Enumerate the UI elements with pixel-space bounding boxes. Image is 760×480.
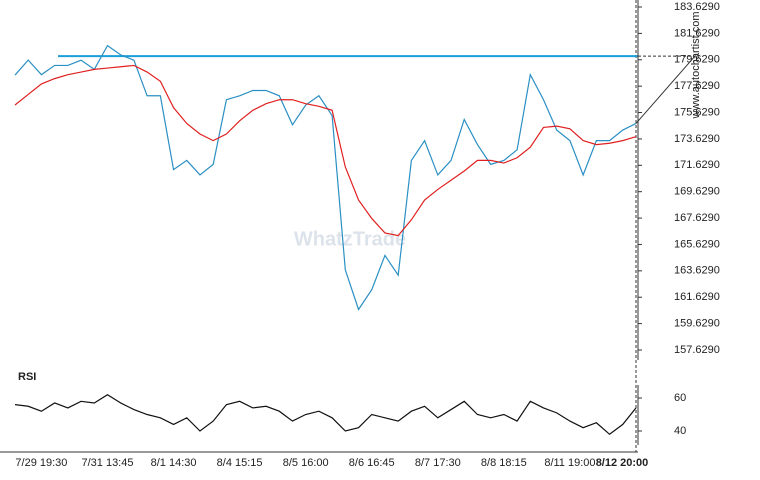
x-tick-label: 8/11 19:00: [544, 457, 595, 469]
series-line: [14, 44, 637, 311]
rsi-title: RSI: [18, 371, 36, 383]
y-tick-label: 60: [674, 392, 686, 404]
y-tick-label: 181.6290: [674, 27, 720, 39]
y-tick-label: 171.6290: [674, 159, 720, 171]
source-label: www.autochartist.com: [690, 12, 702, 120]
x-tick-label: 8/6 16:45: [349, 457, 395, 469]
y-tick-label: 157.6290: [674, 344, 720, 356]
y-tick-label: 183.6290: [674, 1, 720, 13]
x-tick-label: 8/5 16:00: [283, 457, 329, 469]
y-tick-label: 173.6290: [674, 133, 720, 145]
series-line: [14, 394, 637, 436]
x-tick-label: 7/29 19:30: [15, 457, 67, 469]
watermark: WhatzTrade: [294, 228, 406, 250]
x-tick-label: 8/8 18:15: [481, 457, 527, 469]
y-tick-label: 169.6290: [674, 186, 720, 198]
y-tick-label: 179.6290: [674, 54, 720, 66]
y-tick-label: 161.6290: [674, 291, 720, 303]
y-tick-label: 175.6290: [674, 106, 720, 118]
x-tick-label: 8/7 17:30: [415, 457, 461, 469]
y-tick-label: 165.6290: [674, 238, 720, 250]
y-tick-label: 159.6290: [674, 318, 720, 330]
x-tick-label: 7/31 13:45: [81, 457, 133, 469]
y-tick-label: 177.6290: [674, 80, 720, 92]
y-tick-label: 40: [674, 425, 686, 437]
x-tick-label: 8/4 15:15: [217, 457, 263, 469]
x-tick-label: 8/1 14:30: [151, 457, 197, 469]
projection-line: [635, 55, 696, 124]
series-line: [14, 64, 637, 237]
y-tick-label: 167.6290: [674, 212, 720, 224]
x-tick-label: 8/12 20:00: [596, 457, 649, 469]
y-tick-label: 163.6290: [674, 265, 720, 277]
